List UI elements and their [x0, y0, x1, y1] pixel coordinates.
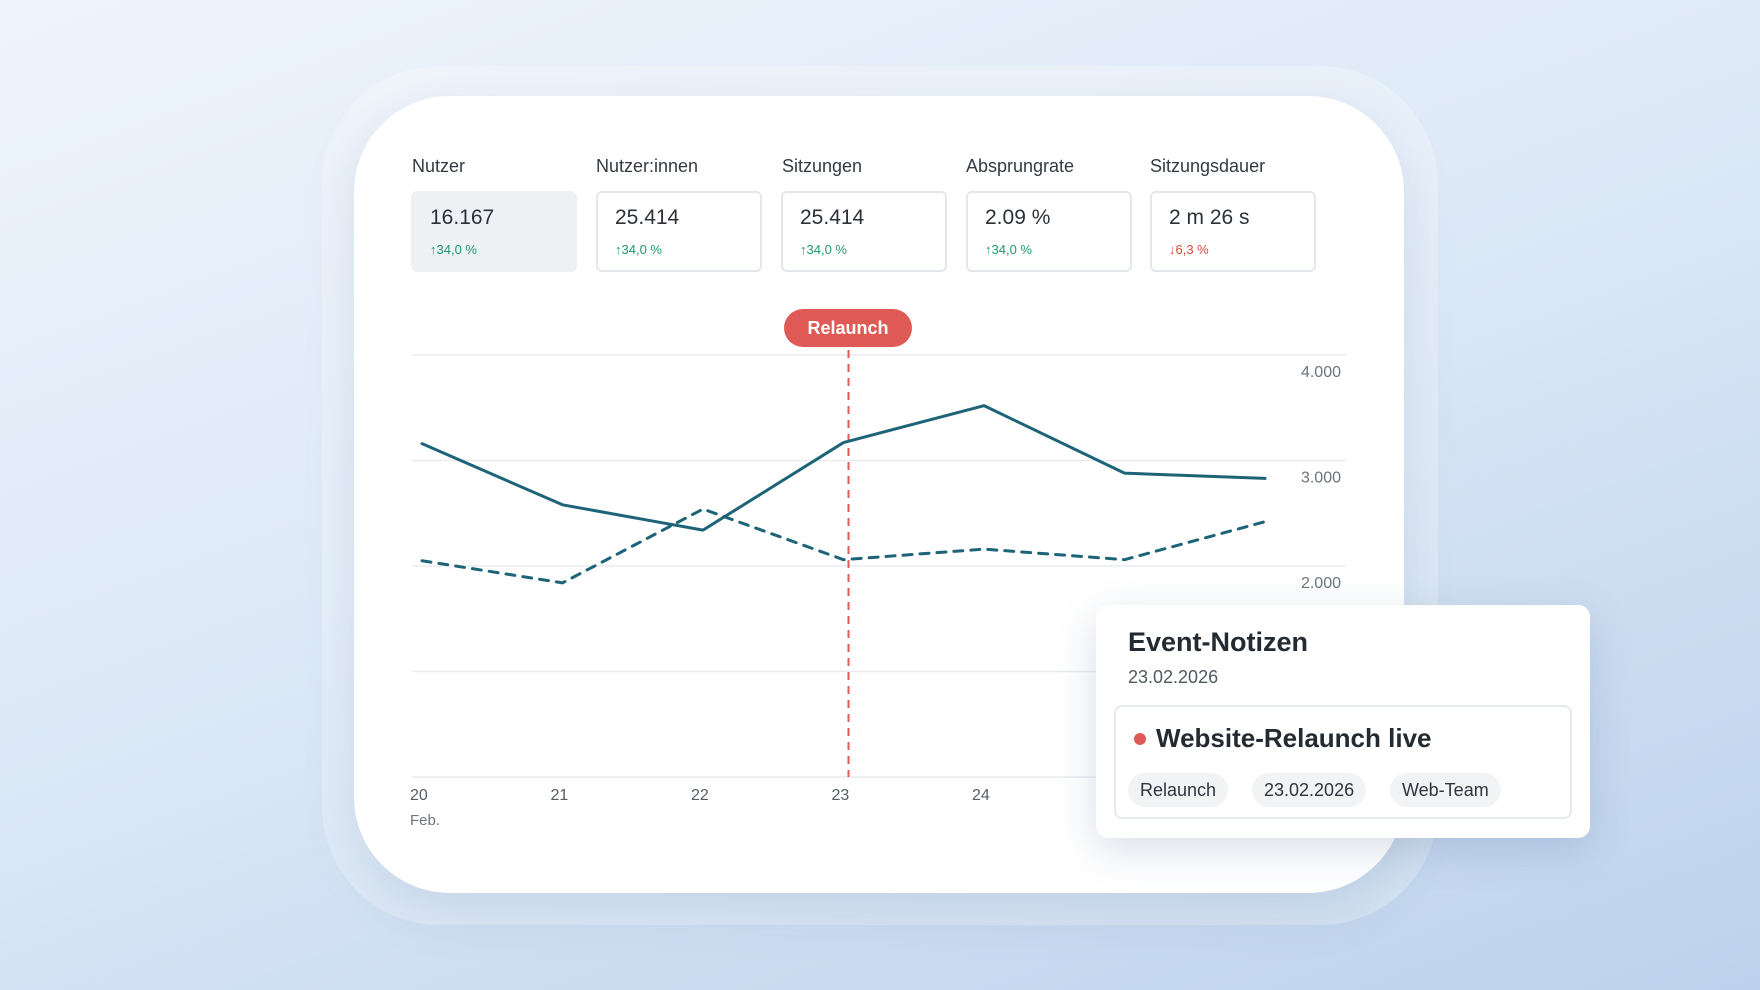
arrow-up-icon: ↑	[615, 242, 622, 257]
series-line-dashed	[420, 507, 1267, 585]
metric-delta: ↑34,0 %	[985, 242, 1032, 257]
x-tick-label: 23	[832, 787, 850, 804]
metric-card-users-inclusive[interactable]: 25.414 ↑34,0 %	[596, 191, 762, 272]
metric-delta: ↑34,0 %	[615, 242, 662, 257]
metric-label-users: Nutzer	[412, 156, 466, 176]
series-line-solid	[420, 404, 1267, 532]
metric-value: 16.167	[430, 206, 495, 229]
y-tick-label: 3.000	[1301, 470, 1341, 487]
arrow-down-icon: ↓	[1169, 242, 1176, 257]
y-tick-label: 2.000	[1301, 575, 1341, 592]
event-tag[interactable]: Relaunch	[1128, 773, 1229, 807]
metric-card-users[interactable]: 16.167 ↑34,0 %	[411, 191, 577, 272]
arrow-up-icon: ↑	[800, 242, 807, 257]
x-axis-month-label: Feb.	[410, 812, 440, 829]
metric-label-users-inclusive: Nutzer:innen	[596, 156, 699, 176]
relaunch-marker-badge[interactable]: Relaunch	[784, 309, 912, 347]
metric-card-bounce-rate[interactable]: 2.09 % ↑34,0 %	[966, 191, 1132, 272]
event-item[interactable]: Website-Relaunch live Relaunch 23.02.202…	[1114, 705, 1572, 819]
metric-delta: ↑34,0 %	[800, 242, 847, 257]
event-tag-date[interactable]: 23.02.2026	[1252, 773, 1367, 807]
x-tick-label: 24	[972, 787, 990, 804]
x-tick-label: 20	[410, 787, 428, 804]
metric-card-sessions[interactable]: 25.414 ↑34,0 %	[781, 191, 947, 272]
event-notes-date: 23.02.2026	[1128, 667, 1219, 687]
event-notes-title: Event-Notizen	[1128, 627, 1309, 657]
metric-value: 2.09 %	[985, 206, 1051, 229]
event-notes-panel: Event-Notizen 23.02.2026 Website-Relaunc…	[1096, 605, 1590, 838]
metric-delta: ↓6,3 %	[1169, 242, 1209, 257]
event-item-title: Website-Relaunch live	[1156, 723, 1432, 753]
metric-label-sessions: Sitzungen	[782, 156, 863, 176]
event-tag-team[interactable]: Web-Team	[1390, 773, 1501, 807]
metric-value: 25.414	[615, 206, 680, 229]
y-tick-label: 4.000	[1301, 364, 1341, 381]
arrow-up-icon: ↑	[985, 242, 992, 257]
event-status-dot	[1134, 733, 1146, 745]
metric-card-session-duration[interactable]: 2 m 26 s ↓6,3 %	[1150, 191, 1316, 272]
metric-label-session-duration: Sitzungsdauer	[1150, 156, 1266, 176]
metric-label-bounce-rate: Absprungrate	[966, 156, 1075, 176]
x-tick-label: 22	[691, 787, 709, 804]
metric-value: 2 m 26 s	[1169, 206, 1250, 229]
x-tick-label: 21	[551, 787, 569, 804]
metric-value: 25.414	[800, 206, 865, 229]
arrow-up-icon: ↑	[430, 242, 437, 257]
metric-delta: ↑34,0 %	[430, 242, 477, 257]
